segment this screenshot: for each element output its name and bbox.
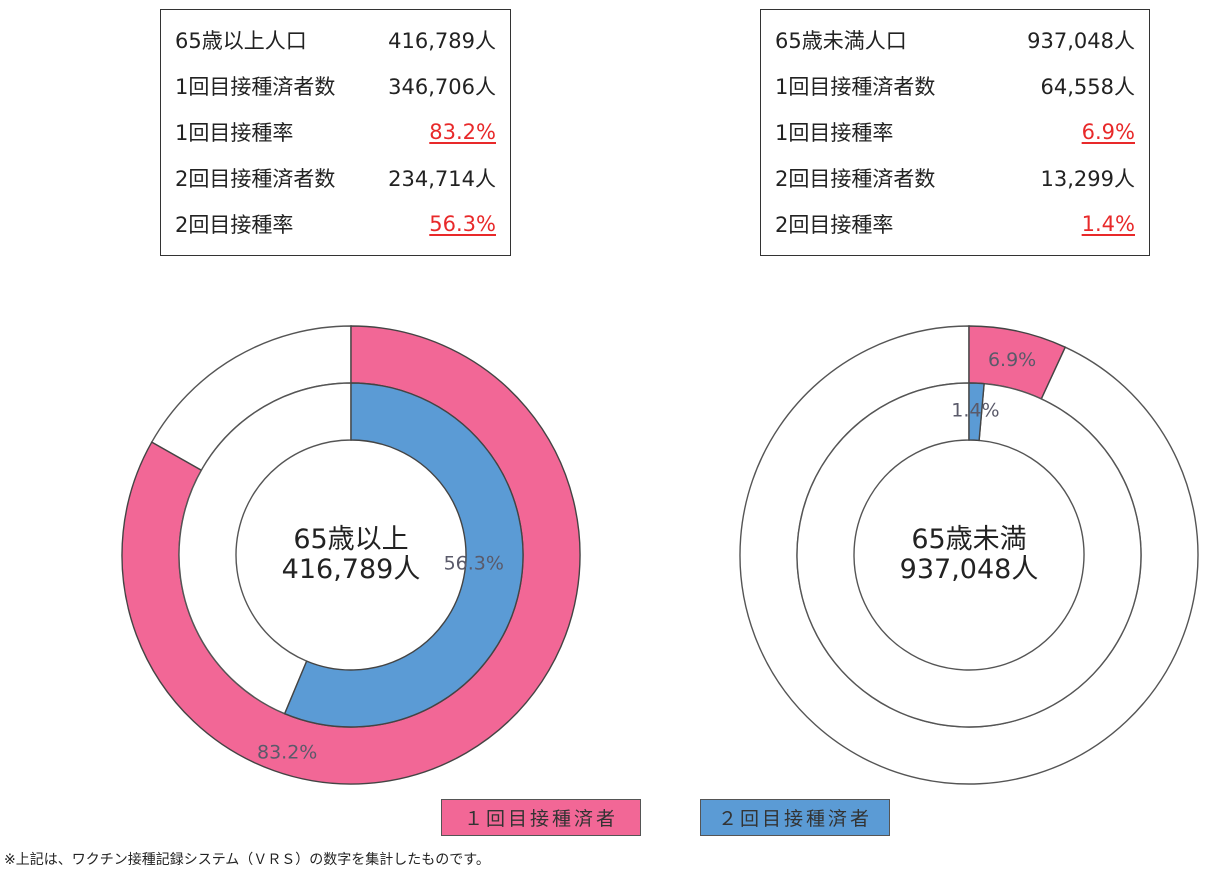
stats-value: 64,558人 — [1040, 75, 1135, 99]
donut-slice-remaining — [796, 382, 1142, 728]
data-label: 56.3% — [444, 552, 504, 574]
stats-row: 2回目接種済者数 13,299人 — [775, 155, 1135, 201]
stats-row: 65歳未満人口 937,048人 — [775, 17, 1135, 63]
legend-label: ２回目接種済者 — [717, 808, 872, 830]
donut-chart-svg: 83.2% 56.3% — [121, 325, 581, 785]
stats-row: 2回目接種率 1.4% — [775, 201, 1135, 247]
legend-item-second-dose: ２回目接種済者 — [700, 799, 890, 836]
stats-row: 1回目接種済者数 346,706人 — [175, 63, 496, 109]
donut-slice-second-dose — [968, 382, 985, 442]
stats-box-under-65: 65歳未満人口 937,048人 1回目接種済者数 64,558人 1回目接種率 6.… — [760, 9, 1150, 256]
stats-label: 2回目接種率 — [175, 213, 294, 237]
stats-row: 1回目接種済者数 64,558人 — [775, 63, 1135, 109]
stats-rate-value: 56.3% — [429, 212, 496, 236]
stats-row: 2回目接種済者数 234,714人 — [175, 155, 496, 201]
donut-chart-svg: 6.9% 1.4% — [739, 325, 1199, 785]
stats-value: 346,706人 — [388, 75, 496, 99]
stats-label: 2回目接種率 — [775, 213, 894, 237]
donut-chart-under-65: 6.9% 1.4% 65歳未満 937,048人 — [734, 320, 1204, 790]
stats-label: 65歳未満人口 — [775, 29, 907, 53]
stats-rate-value: 6.9% — [1081, 120, 1135, 144]
donut-slice-second-dose — [283, 382, 524, 728]
stats-row: 1回目接種率 6.9% — [775, 109, 1135, 155]
legend-item-first-dose: １回目接種済者 — [441, 799, 641, 836]
stats-label: 65歳以上人口 — [175, 29, 307, 53]
stats-label: 1回目接種済者数 — [775, 75, 936, 99]
stats-row: 65歳以上人口 416,789人 — [175, 17, 496, 63]
footnote: ※上記は、ワクチン接種記録システム（ＶＲＳ）の数字を集計したものです。 — [4, 852, 490, 868]
stats-value: 234,714人 — [388, 167, 496, 191]
stats-row: 2回目接種率 56.3% — [175, 201, 496, 247]
stats-label: 1回目接種済者数 — [175, 75, 336, 99]
stats-label: 1回目接種率 — [175, 121, 294, 145]
stats-rate-value: 1.4% — [1081, 212, 1135, 236]
stats-value: 416,789人 — [388, 29, 496, 53]
stats-row: 1回目接種率 83.2% — [175, 109, 496, 155]
stats-label: 1回目接種率 — [775, 121, 894, 145]
stats-label: 2回目接種済者数 — [775, 167, 936, 191]
legend-label: １回目接種済者 — [463, 808, 618, 830]
donut-chart-65-and-over: 83.2% 56.3% 65歳以上 416,789人 — [116, 320, 586, 790]
stats-box-65-and-over: 65歳以上人口 416,789人 1回目接種済者数 346,706人 1回目接種率 8… — [160, 9, 511, 256]
donut-slice-remaining — [178, 382, 352, 715]
data-label: 6.9% — [988, 349, 1036, 371]
stats-rate-value: 83.2% — [429, 120, 496, 144]
stats-label: 2回目接種済者数 — [175, 167, 336, 191]
data-label: 83.2% — [257, 741, 317, 763]
stats-value: 13,299人 — [1040, 167, 1135, 191]
data-label: 1.4% — [951, 400, 999, 422]
stats-value: 937,048人 — [1027, 29, 1135, 53]
